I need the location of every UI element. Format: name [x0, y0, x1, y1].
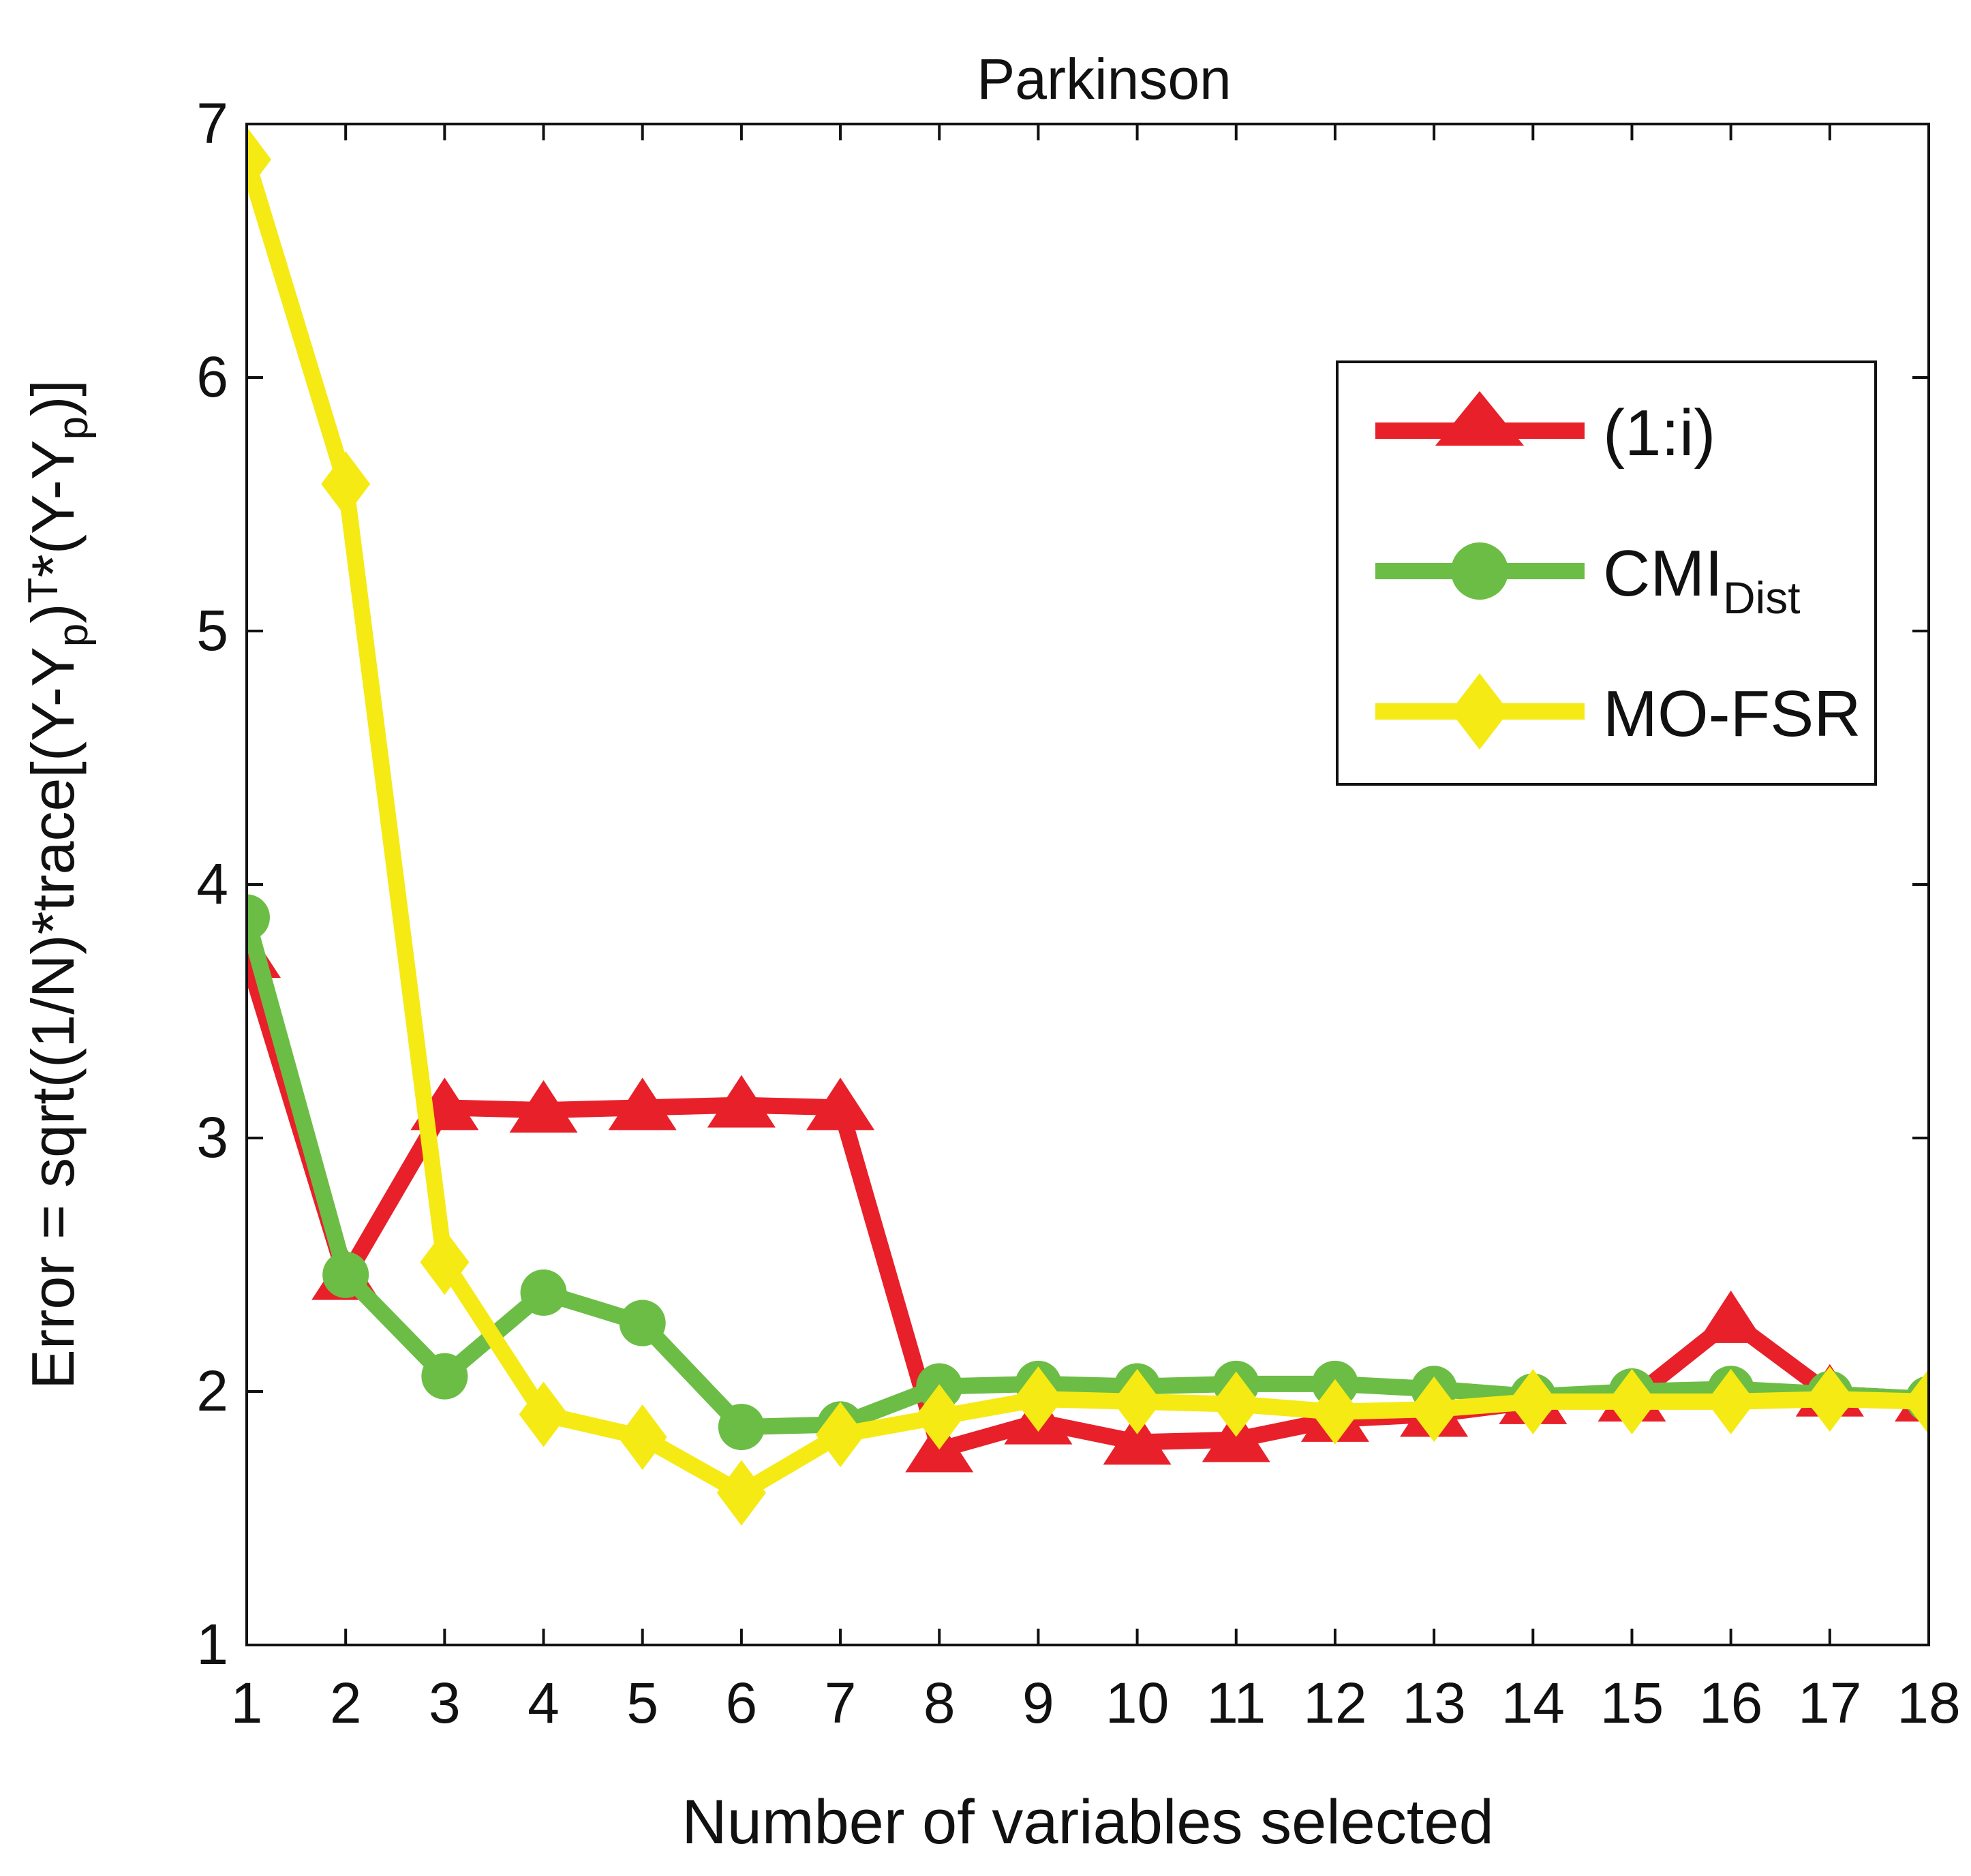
legend-swatch-marker-MO-FSR [1450, 673, 1509, 750]
legend-swatch-marker-(1:i) [1435, 391, 1524, 446]
y-label-sub-1: p [50, 624, 97, 647]
point-(1:i)-6 [707, 1075, 776, 1128]
point-MO-FSR-10 [1112, 1368, 1162, 1434]
y-axis-label: Error = sqrt((1/N)*trace[(Y-Yp)T*(Y-Yp)] [19, 380, 97, 1389]
y-tick-label-7: 7 [196, 91, 228, 155]
point-CMI_Dist-4 [520, 1269, 567, 1316]
legend-swatch-marker-CMI_Dist [1451, 542, 1508, 600]
legend-entry-(1:i): (1:i) [1375, 391, 1715, 470]
point-(1:i)-16 [1696, 1290, 1765, 1343]
point-CMI_Dist-2 [322, 1251, 369, 1298]
y-tick-label-6: 6 [196, 345, 228, 409]
point-(1:i)-4 [509, 1080, 578, 1133]
point-MO-FSR-11 [1211, 1371, 1261, 1437]
point-(1:i)-10 [1103, 1412, 1172, 1465]
x-tick-label-8: 8 [923, 1671, 956, 1735]
point-MO-FSR-14 [1508, 1368, 1558, 1434]
x-tick-label-13: 13 [1402, 1671, 1465, 1735]
x-tick-label-3: 3 [429, 1671, 461, 1735]
legend-entry-MO-FSR: MO-FSR [1375, 673, 1861, 750]
x-tick-label-16: 16 [1699, 1671, 1762, 1735]
y-label-mid-1: ) [19, 603, 87, 623]
x-tick-label-14: 14 [1501, 1671, 1565, 1735]
x-tick-label-5: 5 [626, 1671, 658, 1735]
point-MO-FSR-4 [519, 1381, 568, 1447]
y-tick-label-5: 5 [196, 598, 228, 662]
x-tick-label-10: 10 [1105, 1671, 1169, 1735]
x-tick-label-11: 11 [1206, 1671, 1266, 1735]
y-tick-labels: 1 2 3 4 5 6 7 [196, 91, 228, 1676]
legend-label-main-CMI_Dist: CMI [1603, 537, 1723, 610]
point-(1:i)-5 [608, 1077, 677, 1131]
point-MO-FSR-9 [1013, 1366, 1063, 1432]
point-(1:i)-7 [806, 1077, 875, 1131]
y-tick-label-1: 1 [196, 1612, 228, 1676]
y-label-tail: )] [19, 380, 87, 416]
x-tick-label-12: 12 [1303, 1671, 1366, 1735]
point-MO-FSR-1 [247, 127, 271, 193]
legend-entry-CMI_Dist: CMIDist [1375, 537, 1801, 623]
point-MO-FSR-3 [420, 1229, 470, 1295]
point-MO-FSR-8 [915, 1384, 964, 1450]
legend-label-(1:i): (1:i) [1603, 397, 1715, 470]
legend-label-CMI_Dist: CMIDist [1603, 537, 1801, 623]
legend: (1:i) CMIDist MO-FSR [1336, 360, 1877, 786]
point-MO-FSR-15 [1607, 1368, 1657, 1434]
x-tick-labels: 1 2 3 4 5 6 7 8 9 10 11 12 13 14 15 16 17 18 [231, 1671, 1961, 1735]
point-CMI_Dist-5 [619, 1300, 666, 1347]
legend-label-main-(1:i): (1:i) [1603, 397, 1715, 470]
point-MO-FSR-16 [1706, 1368, 1756, 1434]
x-tick-label-18: 18 [1897, 1671, 1960, 1735]
point-CMI_Dist-1 [247, 894, 270, 941]
legend-label-sub-CMI_Dist: Dist [1723, 572, 1801, 623]
series-layer [247, 127, 1929, 1526]
point-MO-FSR-17 [1805, 1366, 1854, 1432]
point-CMI_Dist-6 [718, 1404, 765, 1451]
y-label-mid-2: *(Y-Y [19, 440, 87, 577]
point-MO-FSR-13 [1409, 1377, 1459, 1443]
x-tick-label-15: 15 [1600, 1671, 1664, 1735]
x-tick-label-1: 1 [231, 1671, 263, 1735]
y-label-sup: T [20, 578, 67, 604]
x-axis-label: Number of variables selected [682, 1787, 1493, 1857]
point-MO-FSR-5 [617, 1404, 667, 1470]
x-tick-label-2: 2 [330, 1671, 362, 1735]
point-MO-FSR-12 [1310, 1379, 1360, 1445]
legend-entries: (1:i) CMIDist MO-FSR [1375, 391, 1861, 750]
plot-frame [245, 123, 1930, 1646]
x-tick-label-9: 9 [1022, 1671, 1054, 1735]
point-MO-FSR-18 [1904, 1368, 1929, 1434]
x-tick-label-6: 6 [726, 1671, 758, 1735]
y-tick-label-4: 4 [196, 852, 228, 916]
chart-title: Parkinson [977, 47, 1232, 111]
x-tick-label-7: 7 [825, 1671, 857, 1735]
point-CMI_Dist-3 [421, 1353, 468, 1400]
x-tick-label-4: 4 [528, 1671, 560, 1735]
series-MO-FSR [247, 127, 1929, 1526]
legend-label-main-MO-FSR: MO-FSR [1603, 677, 1861, 750]
point-MO-FSR-2 [321, 451, 371, 517]
y-tick-label-3: 3 [196, 1105, 228, 1169]
y-label-main: Error = sqrt((1/N)*trace[(Y-Y [19, 647, 87, 1389]
point-MO-FSR-6 [716, 1460, 766, 1526]
legend-label-MO-FSR: MO-FSR [1603, 677, 1861, 750]
y-tick-label-2: 2 [196, 1359, 228, 1423]
y-label-sub-2: p [50, 416, 97, 440]
point-MO-FSR-7 [816, 1402, 866, 1468]
x-tick-label-17: 17 [1798, 1671, 1861, 1735]
